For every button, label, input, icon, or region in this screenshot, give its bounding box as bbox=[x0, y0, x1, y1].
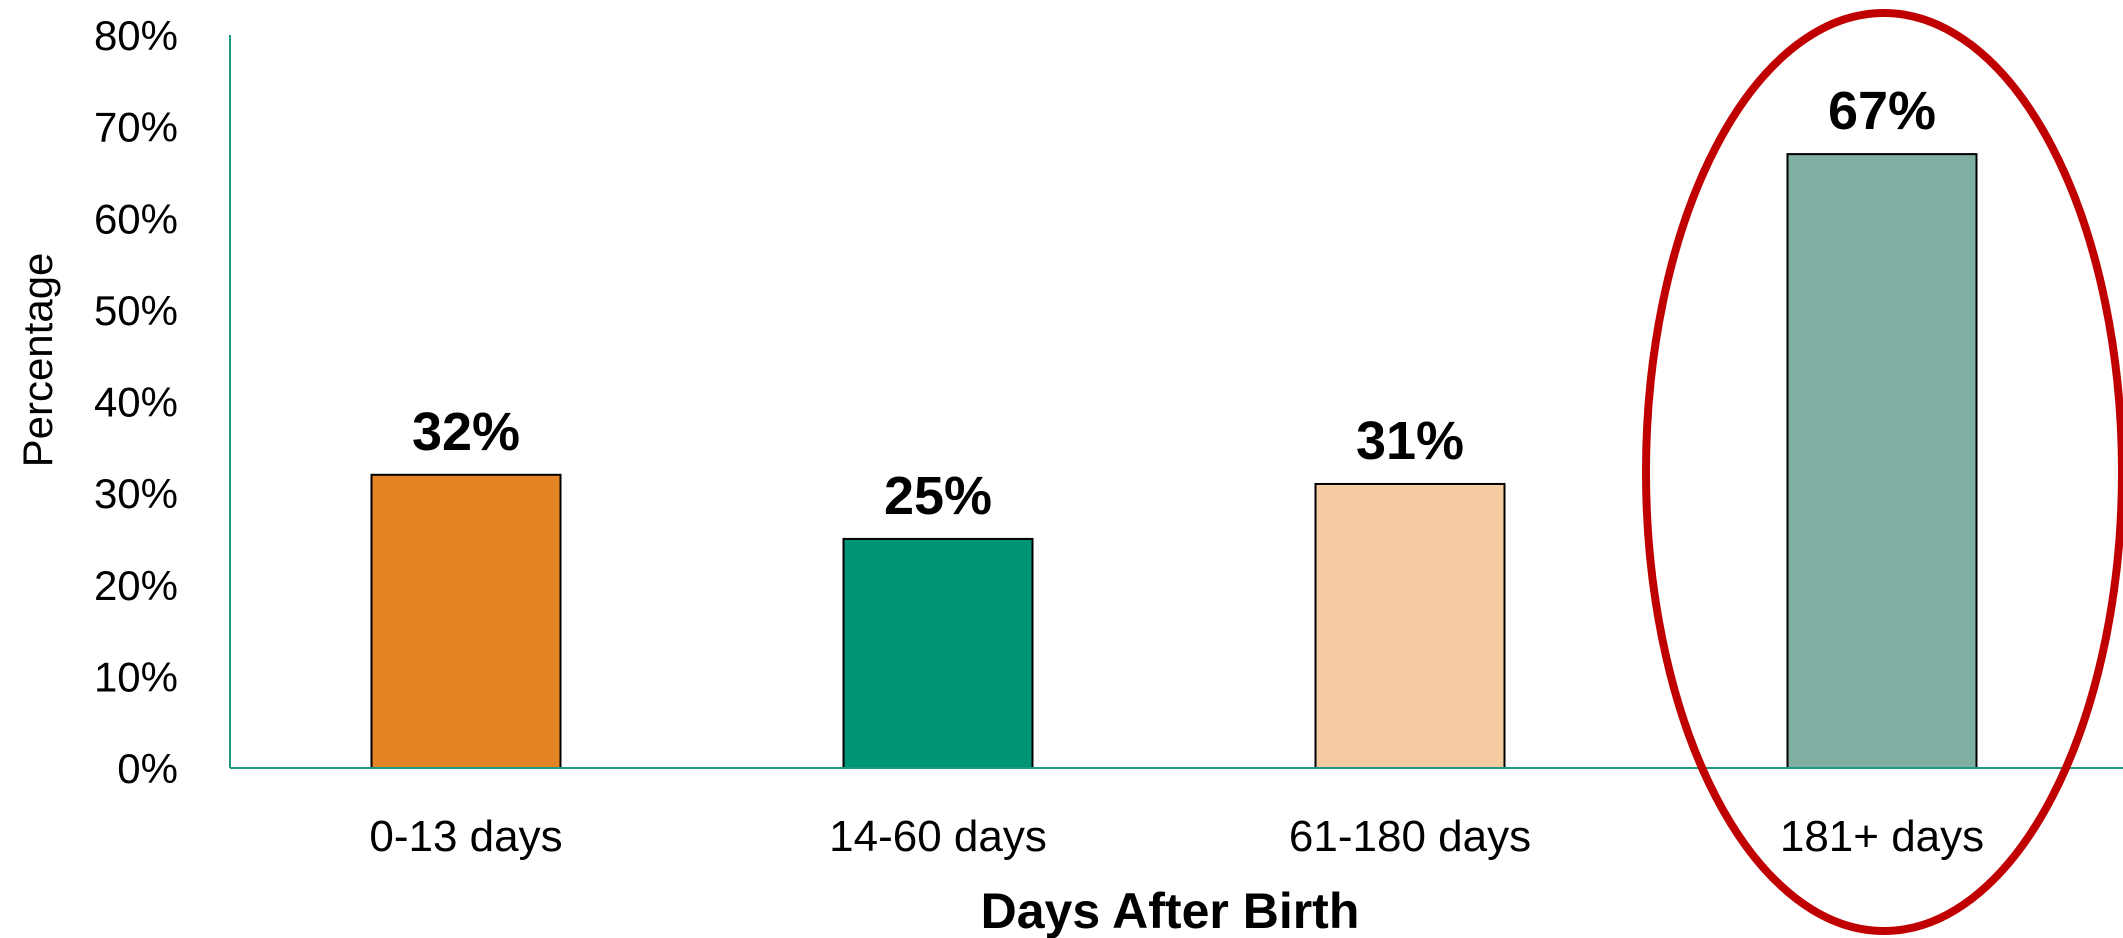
data-label: 32% bbox=[412, 402, 520, 462]
bars bbox=[370, 153, 1978, 770]
highlight-ellipse bbox=[1642, 9, 2123, 935]
data-label: 67% bbox=[1828, 81, 1936, 141]
y-tick-label: 80% bbox=[94, 12, 178, 59]
y-tick-label: 20% bbox=[94, 562, 178, 609]
data-label: 25% bbox=[884, 466, 992, 526]
y-tick-label: 0% bbox=[117, 745, 178, 792]
data-label: 31% bbox=[1356, 411, 1464, 471]
category-label: 0-13 days bbox=[369, 812, 562, 861]
y-axis-ticks: 0% 10% 20% 30% 40% 50% 60% 70% 80% bbox=[94, 12, 178, 792]
y-tick-label: 70% bbox=[94, 104, 178, 151]
bar bbox=[370, 473, 562, 769]
category-labels: 0-13 days 14-60 days 61-180 days 181+ days bbox=[369, 812, 1984, 861]
category-label: 14-60 days bbox=[829, 812, 1047, 861]
y-tick-label: 60% bbox=[94, 195, 178, 242]
y-tick-label: 50% bbox=[94, 287, 178, 334]
x-axis-title: Days After Birth bbox=[981, 883, 1360, 938]
category-label: 61-180 days bbox=[1289, 812, 1531, 861]
value-labels: 32% 25% 31% 67% bbox=[412, 81, 1936, 526]
category-label: 181+ days bbox=[1780, 812, 1984, 861]
bar bbox=[1314, 482, 1506, 769]
bar bbox=[1786, 153, 1978, 770]
y-tick-label: 30% bbox=[94, 470, 178, 517]
y-axis-title: Percentage bbox=[14, 253, 61, 468]
y-tick-label: 40% bbox=[94, 379, 178, 426]
bar bbox=[842, 537, 1034, 769]
y-tick-label: 10% bbox=[94, 653, 178, 700]
